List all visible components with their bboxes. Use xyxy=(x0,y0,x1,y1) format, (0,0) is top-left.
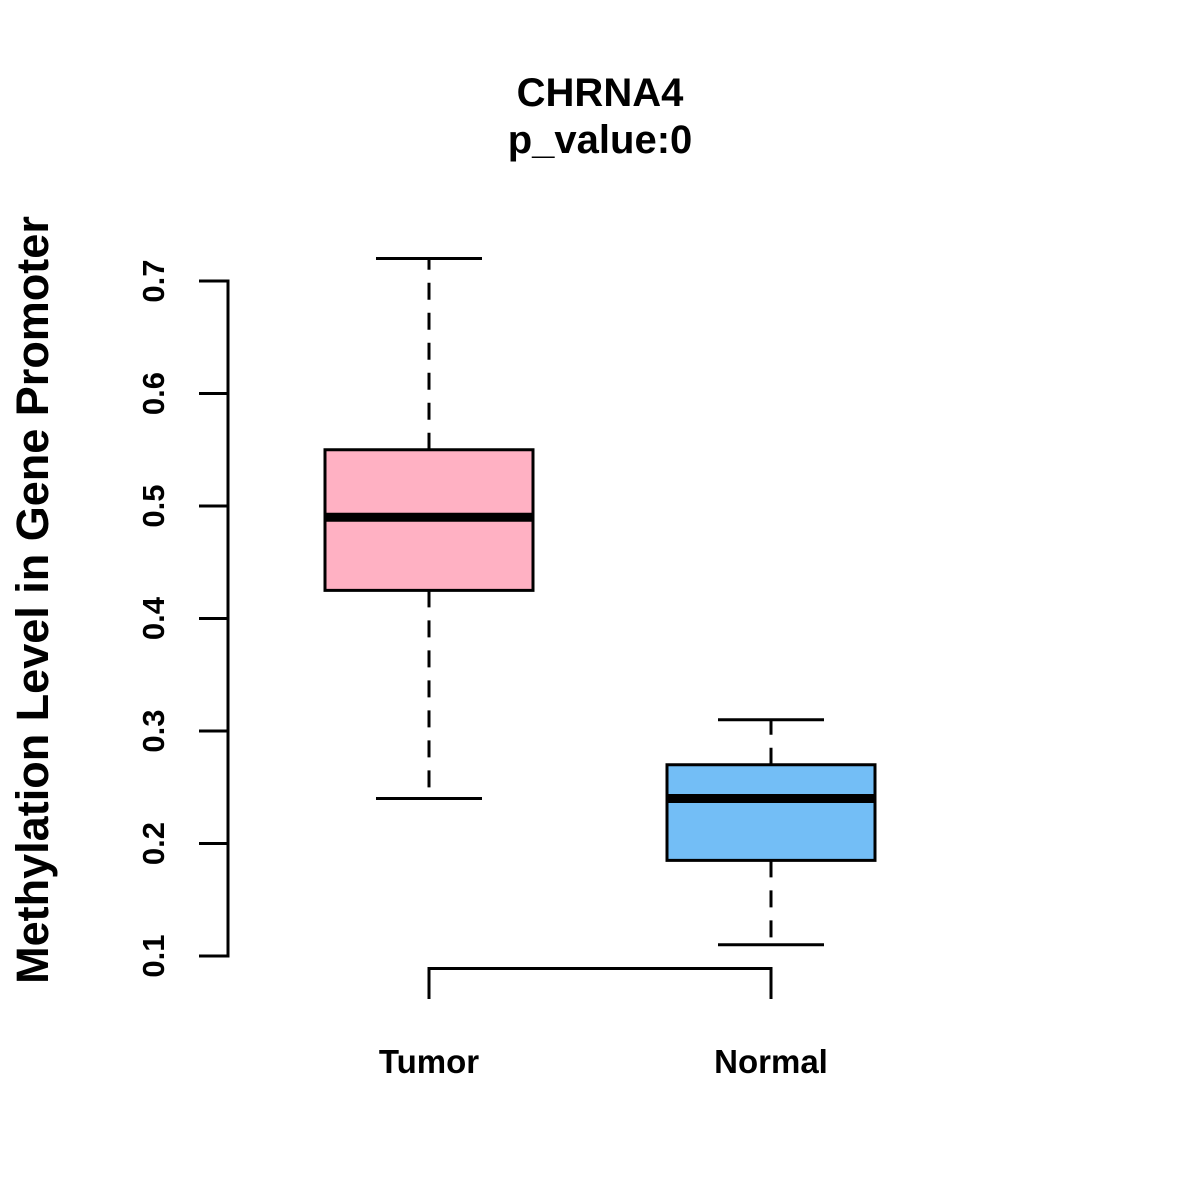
y-tick-label: 0.3 xyxy=(136,709,171,752)
box-normal xyxy=(665,763,877,862)
chart-title: CHRNA4 xyxy=(517,71,684,115)
x-category-label-normal: Normal xyxy=(714,1043,828,1080)
y-axis-label: Methylation Level in Gene Promoter xyxy=(7,216,58,984)
y-tick-label: 0.4 xyxy=(136,596,171,640)
y-tick-label: 0.7 xyxy=(136,259,171,302)
x-category-label-tumor: Tumor xyxy=(379,1043,479,1080)
chart-subtitle: p_value:0 xyxy=(508,118,693,162)
y-tick-label: 0.5 xyxy=(136,484,171,527)
x-axis-bracket xyxy=(427,967,773,999)
y-tick-label: 0.1 xyxy=(136,934,171,977)
y-tick-label: 0.6 xyxy=(136,372,171,415)
y-tick-label: 0.2 xyxy=(136,822,171,865)
